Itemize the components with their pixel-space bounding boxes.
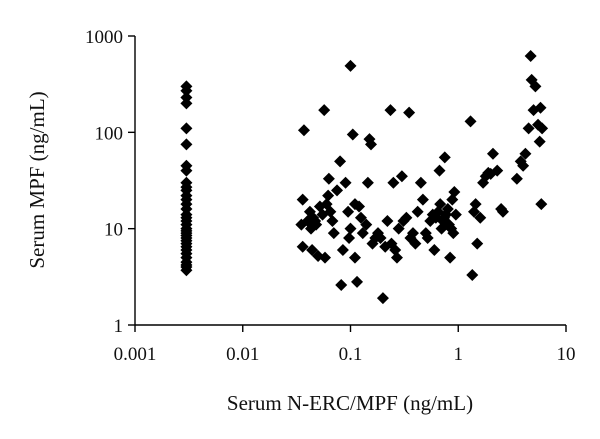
data-point	[535, 198, 548, 211]
x-tick-label: 0.1	[339, 344, 363, 365]
data-point	[381, 215, 394, 228]
data-point	[322, 189, 335, 202]
y-axis-title: Serum MPF (ng/mL)	[25, 91, 49, 268]
x-tick-label: 0.01	[226, 344, 259, 365]
data-point	[491, 164, 504, 177]
data-point	[433, 164, 446, 177]
data-point	[331, 184, 344, 197]
data-point	[384, 104, 397, 117]
data-point	[421, 232, 434, 245]
data-point	[353, 200, 366, 213]
data-point	[441, 203, 454, 216]
data-point	[529, 80, 542, 93]
data-point	[438, 151, 451, 164]
data-point	[466, 269, 479, 282]
data-point	[344, 59, 357, 72]
data-point	[406, 227, 419, 240]
data-point	[392, 222, 405, 235]
x-ticks: 0.001 0.01 0.1 1 10	[114, 325, 576, 365]
data-point	[324, 205, 337, 218]
data-point	[327, 227, 340, 240]
data-point	[339, 176, 352, 189]
data-point	[469, 198, 482, 211]
x-tick-label: 1	[454, 344, 464, 365]
data-point	[296, 240, 309, 253]
data-point	[464, 115, 477, 128]
data-point	[180, 164, 193, 177]
data-point	[365, 138, 378, 151]
data-point	[326, 215, 339, 228]
data-point	[474, 211, 487, 224]
data-point	[342, 205, 355, 218]
data-point	[449, 208, 462, 221]
data-point	[351, 275, 364, 288]
y-tick-label: 1000	[85, 27, 123, 48]
y-tick-label: 1	[114, 316, 124, 337]
axes	[134, 36, 566, 326]
data-point	[318, 104, 331, 117]
data-point	[434, 198, 447, 211]
data-point	[334, 155, 347, 168]
data-point	[310, 218, 323, 231]
y-ticks: 1 10 100 1000	[85, 27, 135, 337]
data-point	[536, 122, 549, 135]
data-point	[486, 147, 499, 160]
data-point	[414, 176, 427, 189]
data-point	[403, 106, 416, 119]
y-tick-label: 100	[95, 123, 124, 144]
data-point	[180, 84, 193, 97]
data-point	[428, 244, 441, 257]
data-point	[496, 205, 509, 218]
data-point	[180, 97, 193, 110]
data-point	[374, 232, 387, 245]
data-point	[180, 122, 193, 135]
data-point	[297, 124, 310, 137]
data-point	[319, 251, 332, 264]
data-point	[387, 176, 400, 189]
data-point	[519, 147, 532, 160]
data-point	[344, 222, 357, 235]
data-point	[322, 172, 335, 185]
data-point	[448, 186, 461, 199]
data-point	[180, 138, 193, 151]
data-point	[444, 251, 457, 264]
data-point	[534, 101, 547, 114]
data-point	[336, 244, 349, 257]
data-point	[411, 205, 424, 218]
data-point	[354, 211, 367, 224]
data-point	[376, 292, 389, 305]
data-point	[510, 172, 523, 185]
data-point	[296, 193, 309, 206]
data-point	[447, 227, 460, 240]
data-point	[348, 251, 361, 264]
data-point	[416, 193, 429, 206]
data-point	[395, 170, 408, 183]
data-point	[533, 135, 546, 148]
data-point	[360, 218, 373, 231]
data-point	[471, 237, 484, 250]
x-axis-title: Serum N-ERC/MPF (ng/mL)	[227, 391, 473, 415]
data-point	[180, 264, 193, 277]
data-point	[522, 122, 535, 135]
y-tick-label: 10	[104, 220, 123, 241]
data-point	[346, 128, 359, 141]
data-point	[409, 237, 422, 250]
data-point	[400, 211, 413, 224]
data-point	[343, 232, 356, 245]
data-points	[180, 49, 549, 305]
data-point	[517, 159, 530, 172]
data-point	[524, 49, 537, 62]
x-tick-label: 0.001	[114, 344, 157, 365]
data-point	[390, 251, 403, 264]
x-tick-label: 10	[557, 344, 576, 365]
data-point	[335, 279, 348, 292]
data-point	[361, 176, 374, 189]
